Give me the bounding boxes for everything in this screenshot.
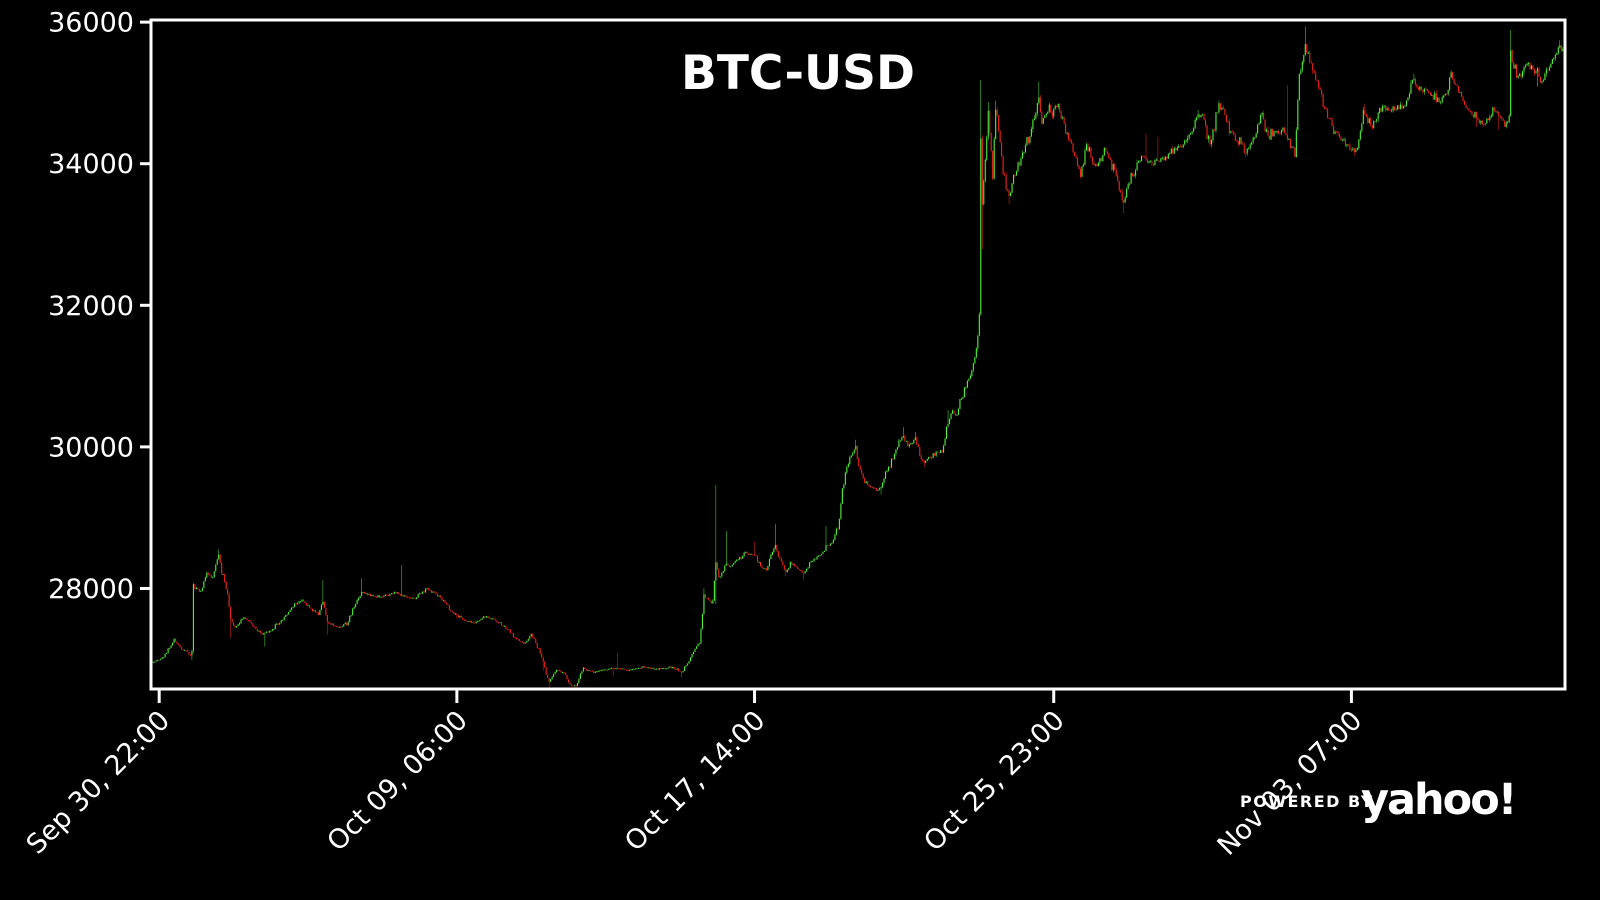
- axis-ticks: [140, 20, 1353, 703]
- powered-by-label: POWERED BY: [1240, 792, 1374, 811]
- y-tick-label: 36000: [48, 8, 134, 39]
- y-axis-labels: 36000 34000 32000 30000 28000: [48, 8, 134, 605]
- yahoo-logo: yahoo!: [1361, 775, 1515, 825]
- y-tick-label: 34000: [48, 149, 134, 180]
- candles-layer: [151, 26, 1564, 689]
- plot-border: [149, 18, 1567, 691]
- y-tick-label: 30000: [48, 432, 134, 463]
- chart-title: BTC-USD: [681, 46, 915, 101]
- y-tick-label: 28000: [48, 574, 134, 605]
- y-tick-label: 32000: [48, 291, 134, 322]
- yahoo-branding: POWERED BY yahoo!: [1240, 775, 1517, 825]
